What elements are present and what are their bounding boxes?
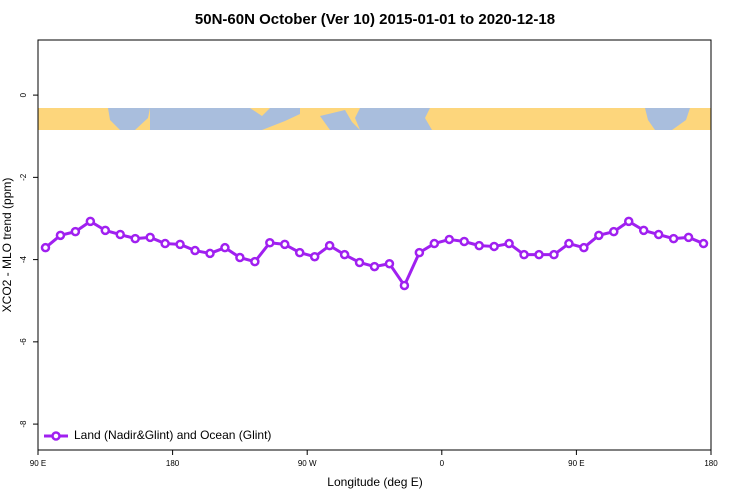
data-point bbox=[384, 258, 395, 269]
y-axis-label: XCO2 - MLO trend (ppm) bbox=[0, 178, 14, 313]
data-point bbox=[190, 245, 200, 256]
data-point bbox=[160, 238, 170, 249]
data-point bbox=[40, 242, 51, 253]
map-band bbox=[38, 108, 711, 130]
plot-frame bbox=[37, 39, 712, 451]
x-tick-label: 0 bbox=[440, 459, 445, 468]
data-point bbox=[698, 238, 709, 249]
data-point bbox=[85, 216, 96, 227]
x-tick-label: 180 bbox=[166, 459, 180, 468]
x-tick-label: 90 E bbox=[568, 459, 584, 468]
data-point bbox=[145, 232, 155, 243]
data-point bbox=[414, 247, 425, 258]
data-point bbox=[324, 240, 335, 251]
data-point bbox=[534, 249, 544, 260]
y-tick-label: -6 bbox=[19, 338, 28, 346]
data-point bbox=[205, 248, 215, 259]
data-point bbox=[444, 234, 455, 245]
data-point bbox=[653, 229, 664, 240]
data-point bbox=[564, 238, 574, 249]
data-point bbox=[369, 261, 380, 272]
data-point bbox=[609, 226, 619, 237]
data-point bbox=[354, 257, 365, 268]
data-point bbox=[220, 242, 230, 253]
data-point bbox=[294, 247, 305, 258]
y-tick-label: -2 bbox=[19, 173, 28, 181]
chart-title: 50N-60N October (Ver 10) 2015-01-01 to 2… bbox=[195, 11, 555, 28]
y-tick-label: -4 bbox=[19, 255, 28, 263]
data-point bbox=[339, 249, 350, 260]
data-point bbox=[489, 241, 499, 252]
y-tick-label: 0 bbox=[19, 92, 28, 97]
data-point bbox=[235, 252, 245, 263]
data-point bbox=[579, 242, 589, 253]
data-point bbox=[309, 251, 320, 262]
x-tick-label: 90 E bbox=[30, 459, 46, 468]
data-point bbox=[100, 225, 111, 236]
x-axis-label: Longitude (deg E) bbox=[327, 475, 422, 489]
data-point bbox=[683, 232, 694, 243]
series-line bbox=[44, 219, 705, 288]
data-point bbox=[594, 230, 604, 241]
x-tick-label: 90 W bbox=[298, 459, 317, 468]
data-point bbox=[265, 237, 275, 248]
data-point bbox=[429, 238, 440, 249]
data-point bbox=[175, 239, 185, 250]
data-point bbox=[130, 233, 140, 244]
data-point bbox=[504, 238, 514, 249]
legend-marker bbox=[51, 431, 61, 441]
data-point bbox=[638, 225, 649, 236]
data-point bbox=[623, 216, 634, 227]
data-point bbox=[70, 226, 81, 237]
x-tick-label: 180 bbox=[704, 459, 718, 468]
data-point bbox=[519, 249, 529, 260]
data-point bbox=[250, 256, 260, 267]
data-point bbox=[280, 239, 290, 250]
data-point bbox=[549, 249, 559, 260]
legend-label: Land (Nadir&Glint) and Ocean (Glint) bbox=[74, 428, 271, 442]
data-point bbox=[474, 240, 484, 251]
data-point bbox=[55, 230, 66, 241]
data-point bbox=[459, 236, 469, 247]
y-tick-label: -8 bbox=[19, 420, 28, 428]
data-point bbox=[115, 229, 126, 240]
data-point bbox=[668, 233, 679, 244]
data-point bbox=[399, 280, 410, 291]
